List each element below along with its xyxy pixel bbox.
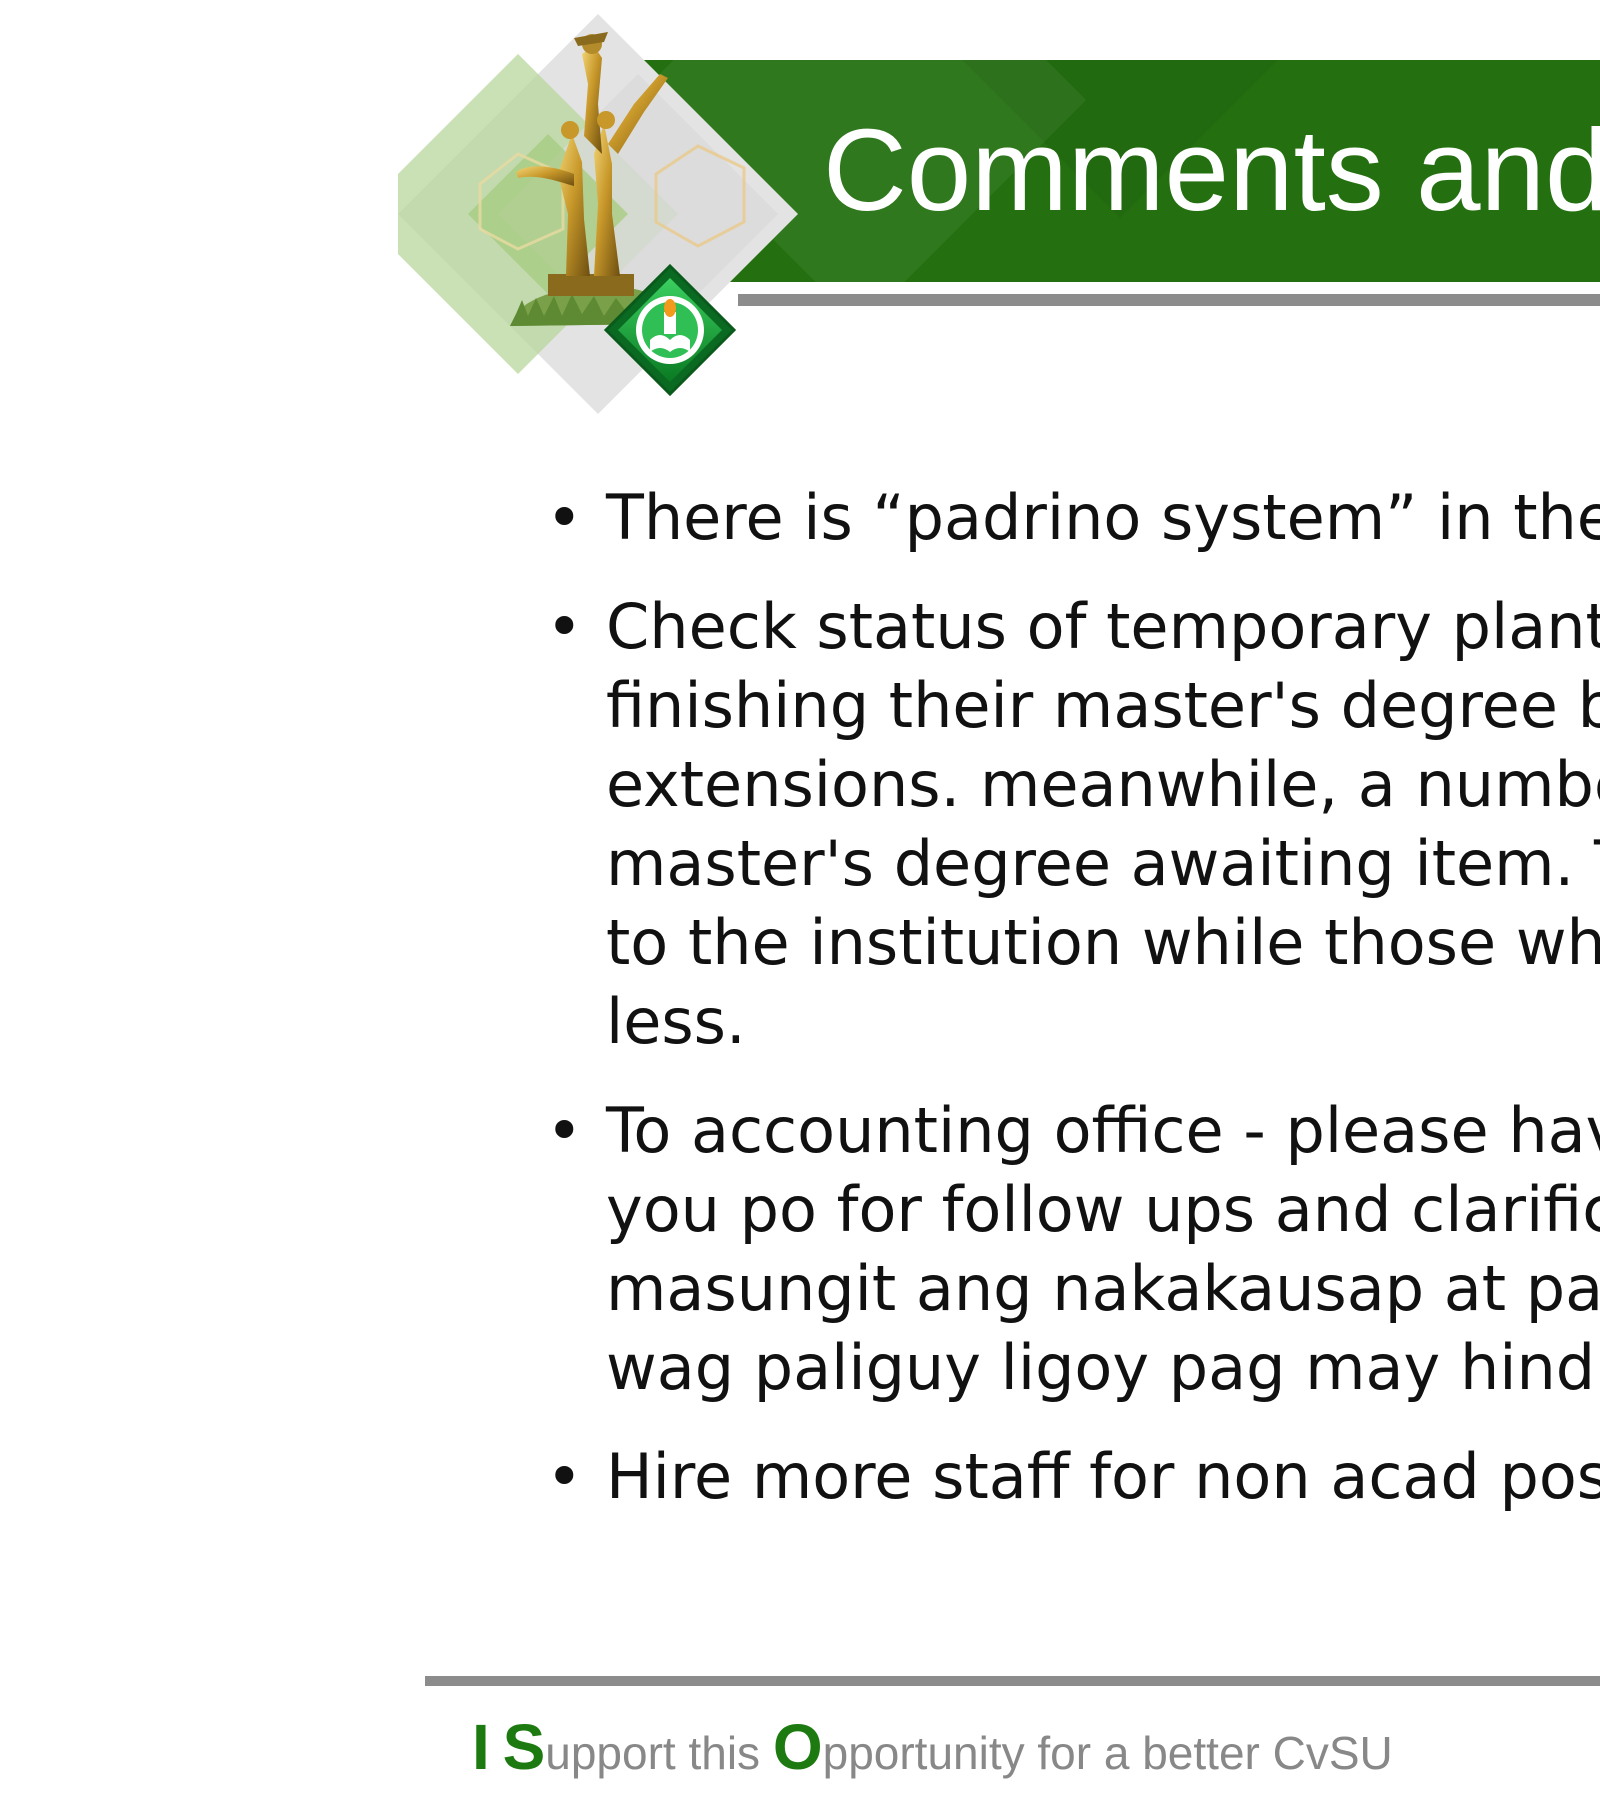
footer-tagline: I Support this Opportunity for a better … [472,1712,1393,1788]
tagline-initial-o: O [772,1711,823,1783]
bullet-text: masungit ang nakakausap at paki [606,1252,1600,1325]
tagline-initial-s: S [502,1711,546,1783]
bullet-text: To accounting office - please have [606,1094,1600,1167]
bullet-dot: • [546,1094,583,1167]
bullet-text: to the institution while those who [606,906,1600,979]
tagline-text: upport this [545,1727,773,1779]
bullet-item: • To accounting office - please have you… [540,1091,1600,1407]
bullet-dot: • [546,481,583,554]
bullet-dot: • [546,1440,583,1513]
bullet-text: extensions. meanwhile, a number [606,748,1600,821]
university-monument-seal-icon [398,14,798,414]
bullet-text: Hire more staff for non acad posit [606,1440,1600,1513]
title-underline [738,294,1600,306]
bullet-text: you po for follow ups and clarifica [606,1173,1600,1246]
tagline-initial-i: I [472,1711,490,1783]
bullet-item: • Hire more staff for non acad posit [540,1437,1600,1516]
tagline-text: pportunity for a better CvSU [822,1727,1393,1779]
bullet-text: finishing their master's degree be [606,669,1600,742]
footer-rule [425,1676,1600,1686]
slide-title: Comments and [823,105,1600,235]
bullet-list: • There is “padrino system” in the U • C… [540,478,1600,1516]
bullet-text: wag paliguy ligoy pag may hindi n [606,1331,1600,1404]
bullet-dot: • [546,590,583,663]
bullet-item: • Check status of temporary plantill fin… [540,587,1600,1061]
bullet-item: • There is “padrino system” in the U [540,478,1600,557]
bullet-text: Check status of temporary plantill [606,590,1600,663]
bullet-text: There is “padrino system” in the U [606,481,1600,554]
bullet-text: less. [606,985,746,1058]
bullet-text: master's degree awaiting item. Th [606,827,1600,900]
title-banner [640,60,1600,282]
